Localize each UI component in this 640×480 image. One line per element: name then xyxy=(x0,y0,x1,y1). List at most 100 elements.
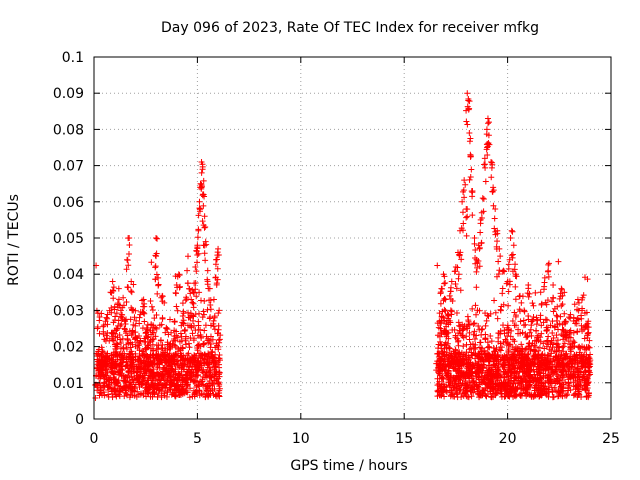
data-point xyxy=(447,307,454,314)
data-point xyxy=(554,313,561,320)
data-point xyxy=(215,380,222,387)
data-point xyxy=(201,193,208,200)
data-point xyxy=(535,357,542,364)
data-point xyxy=(212,274,219,281)
data-point xyxy=(476,394,483,401)
data-point xyxy=(530,378,537,385)
data-point xyxy=(195,366,202,373)
data-point xyxy=(150,383,157,390)
data-point xyxy=(145,372,152,379)
data-point xyxy=(585,355,592,362)
data-point xyxy=(570,314,577,321)
data-point xyxy=(187,376,194,383)
data-point xyxy=(161,380,168,387)
data-point xyxy=(492,309,499,316)
data-point xyxy=(475,374,482,381)
data-point xyxy=(557,366,564,373)
data-point xyxy=(192,279,199,286)
data-point xyxy=(463,214,470,221)
data-point xyxy=(543,361,550,368)
data-point xyxy=(190,304,197,311)
data-point xyxy=(179,313,186,320)
data-point xyxy=(215,337,222,344)
data-point xyxy=(209,382,216,389)
data-point xyxy=(517,348,524,355)
data-point xyxy=(118,365,125,372)
data-point xyxy=(549,394,556,401)
data-point xyxy=(103,372,110,379)
data-point xyxy=(542,316,549,323)
data-point xyxy=(463,385,470,392)
data-point xyxy=(204,281,211,288)
data-point xyxy=(475,257,482,264)
data-point xyxy=(556,295,563,302)
data-point xyxy=(182,326,189,333)
data-point xyxy=(155,281,162,288)
data-point xyxy=(446,379,453,386)
data-point xyxy=(134,368,141,375)
data-point xyxy=(495,330,502,337)
data-point xyxy=(436,333,443,340)
data-point xyxy=(435,353,442,360)
data-point xyxy=(449,387,456,394)
data-point xyxy=(174,273,181,280)
data-point xyxy=(491,297,498,304)
data-point xyxy=(479,363,486,370)
data-point xyxy=(549,330,556,337)
data-point xyxy=(576,343,583,350)
data-point xyxy=(545,341,552,348)
data-point xyxy=(113,310,120,317)
data-point xyxy=(469,189,476,196)
data-point xyxy=(103,366,110,373)
data-point xyxy=(476,326,483,333)
data-point xyxy=(171,327,178,334)
data-point xyxy=(471,320,478,327)
data-point xyxy=(554,378,561,385)
data-point xyxy=(165,331,172,338)
data-point xyxy=(212,261,219,268)
data-point xyxy=(505,329,512,336)
data-point xyxy=(510,385,517,392)
data-point xyxy=(196,198,203,205)
data-point xyxy=(580,354,587,361)
data-point xyxy=(95,351,102,358)
data-point xyxy=(437,338,444,345)
data-point xyxy=(155,274,162,281)
data-point xyxy=(110,365,117,372)
data-point xyxy=(478,331,485,338)
data-point xyxy=(130,387,137,394)
data-point xyxy=(101,379,108,386)
data-point xyxy=(183,375,190,382)
data-point xyxy=(475,383,482,390)
data-point xyxy=(566,331,573,338)
data-point xyxy=(572,370,579,377)
data-point xyxy=(149,393,156,400)
data-point xyxy=(470,375,477,382)
data-point xyxy=(536,363,543,370)
data-point xyxy=(153,311,160,318)
data-point xyxy=(519,329,526,336)
data-point xyxy=(458,256,465,263)
data-point xyxy=(443,383,450,390)
data-point xyxy=(201,340,208,347)
data-point xyxy=(446,345,453,352)
data-point xyxy=(537,338,544,345)
data-point xyxy=(207,340,214,347)
data-point xyxy=(558,377,565,384)
data-point xyxy=(122,374,129,381)
data-point xyxy=(505,302,512,309)
data-point xyxy=(557,290,564,297)
data-point xyxy=(101,336,108,343)
data-point xyxy=(548,350,555,357)
data-point xyxy=(138,380,145,387)
data-point xyxy=(565,334,572,341)
data-point xyxy=(550,282,557,289)
data-point xyxy=(533,327,540,334)
data-point xyxy=(541,279,548,286)
data-point xyxy=(512,283,519,290)
data-point xyxy=(547,322,554,329)
data-point xyxy=(500,267,507,274)
data-point xyxy=(210,391,217,398)
data-point xyxy=(181,357,188,364)
data-point xyxy=(454,264,461,271)
